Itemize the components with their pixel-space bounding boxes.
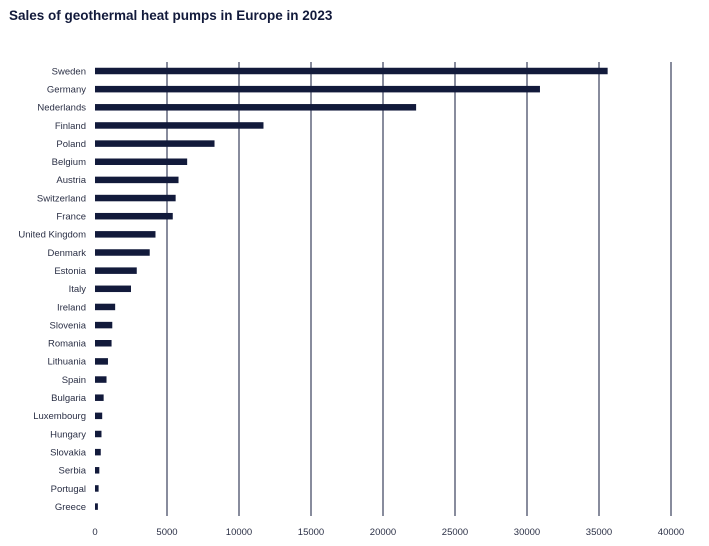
category-label: Luxembourg <box>33 411 86 422</box>
category-label: Germany <box>47 84 86 95</box>
bar <box>95 358 108 365</box>
category-label: Finland <box>55 121 86 132</box>
category-label: Italy <box>69 284 87 295</box>
category-label: Belgium <box>52 157 86 168</box>
category-label: Slovakia <box>50 447 87 458</box>
bar <box>95 176 179 184</box>
bar <box>95 231 156 238</box>
category-label: Serbia <box>59 466 87 477</box>
category-label: Austria <box>56 175 86 186</box>
bar <box>95 321 113 329</box>
category-label-layer: Sweden Germany Nederlands Finland Poland Belg… <box>18 66 86 513</box>
category-label: Portugal <box>51 484 86 495</box>
category-label: Sweden <box>52 66 86 77</box>
bar <box>95 394 104 401</box>
bar <box>95 122 264 129</box>
category-label: Romania <box>48 339 87 350</box>
bar <box>95 467 100 474</box>
category-label: Slovenia <box>50 320 87 331</box>
x-tick-label: 0 <box>92 527 97 538</box>
bar <box>95 376 107 383</box>
bar <box>95 448 101 456</box>
category-label: France <box>56 212 86 223</box>
x-tick-label: 25000 <box>442 527 468 538</box>
category-label: Switzerland <box>37 193 86 204</box>
x-tick-label: 20000 <box>370 527 396 538</box>
bar <box>95 85 540 93</box>
bar <box>95 158 188 165</box>
category-label: Ireland <box>57 302 86 313</box>
bar <box>95 249 150 256</box>
bar <box>95 104 417 111</box>
x-tick-label: 40000 <box>658 527 684 538</box>
bar <box>95 67 608 75</box>
bar <box>95 303 116 311</box>
category-label: Poland <box>56 139 86 150</box>
bar <box>95 140 215 147</box>
bar <box>95 267 137 274</box>
bar <box>95 212 173 220</box>
bar-layer <box>95 67 608 510</box>
bar <box>95 503 98 510</box>
chart-title: Sales of geothermal heat pumps in Europe… <box>9 8 333 23</box>
grid-layer <box>166 62 672 516</box>
category-label: United Kingdom <box>18 230 86 241</box>
category-label: Estonia <box>54 266 86 277</box>
category-label: Denmark <box>47 248 86 259</box>
tick-label-layer: 0 5000 10000 15000 20000 25000 30000 35000 40000 <box>92 527 684 538</box>
bar <box>95 430 102 438</box>
category-label: Hungary <box>50 429 86 440</box>
x-tick-label: 5000 <box>156 527 177 538</box>
x-tick-label: 35000 <box>586 527 612 538</box>
x-tick-label: 15000 <box>298 527 324 538</box>
category-label: Nederlands <box>37 103 86 114</box>
bar <box>95 194 176 202</box>
bar <box>95 340 112 347</box>
category-label: Greece <box>55 502 86 513</box>
x-tick-label: 10000 <box>226 527 252 538</box>
bar <box>95 285 131 293</box>
bar <box>95 412 103 420</box>
x-tick-label: 30000 <box>514 527 540 538</box>
category-label: Bulgaria <box>51 393 87 404</box>
category-label: Lithuania <box>47 357 86 368</box>
bar <box>95 485 99 492</box>
category-label: Spain <box>62 375 86 386</box>
